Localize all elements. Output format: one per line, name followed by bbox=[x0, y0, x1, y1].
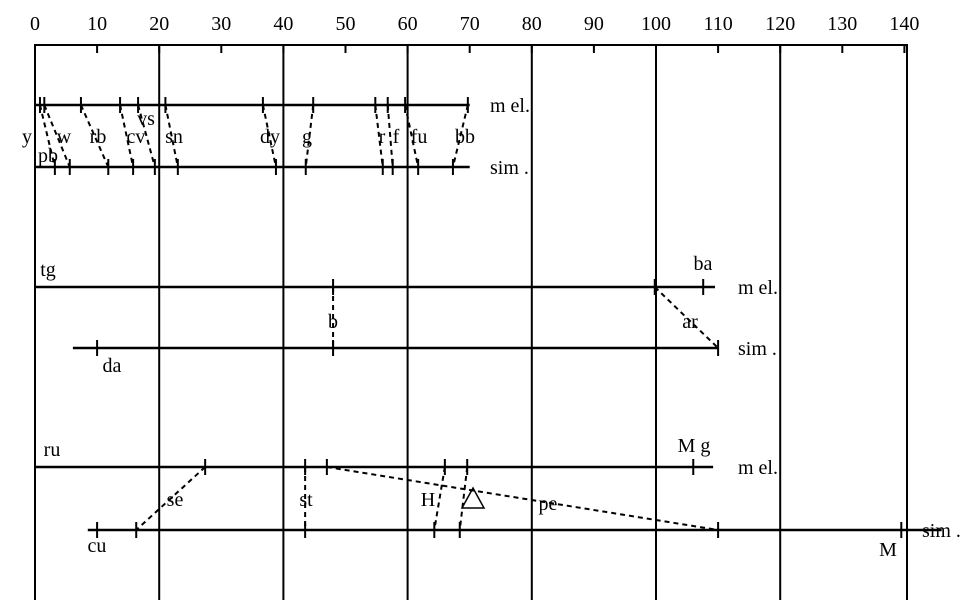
axis-tick-label: 110 bbox=[703, 13, 732, 35]
homology-connector bbox=[433, 466, 446, 531]
locus-label: M bbox=[879, 539, 897, 561]
homology-connector bbox=[261, 104, 277, 168]
sim-label: sim . bbox=[490, 157, 529, 179]
axis-tick-label: 60 bbox=[398, 13, 418, 35]
chromosome-2: m el. sim . tg da b ar ba bbox=[35, 253, 778, 377]
homology-connector bbox=[386, 104, 394, 168]
locus-label: pe bbox=[539, 493, 558, 515]
homology-connector bbox=[119, 104, 135, 168]
mel-label: m el. bbox=[738, 277, 778, 299]
locus-label: ba bbox=[694, 253, 713, 275]
axis-tick-label: 30 bbox=[211, 13, 231, 35]
axis-tick-label: 20 bbox=[149, 13, 169, 35]
locus-label: r bbox=[379, 126, 386, 148]
axis-tick-label: 90 bbox=[584, 13, 604, 35]
mel-label: m el. bbox=[490, 95, 530, 117]
locus-label: tg bbox=[40, 259, 56, 281]
homology-connector bbox=[135, 466, 206, 531]
chromosome-3: m el. sim . ru cu se st pe H M g M bbox=[35, 435, 961, 561]
axis-tick-label: 10 bbox=[87, 13, 107, 35]
top-axis: 0 10 20 30 40 50 60 70 80 90 100 110 120 130 140 bbox=[30, 13, 919, 53]
homology-connector bbox=[304, 104, 315, 168]
locus-label: w bbox=[57, 126, 72, 148]
locus-label: vs bbox=[137, 108, 155, 130]
locus-label: g bbox=[302, 126, 312, 148]
homology-connector bbox=[654, 286, 719, 349]
mel-label: m el. bbox=[738, 457, 778, 479]
locus-label: rb bbox=[90, 126, 107, 148]
locus-label: cv bbox=[127, 126, 146, 148]
homology-connector bbox=[458, 466, 469, 531]
locus-label: f bbox=[393, 126, 400, 148]
locus-label: sn bbox=[165, 126, 183, 148]
locus-label: cu bbox=[88, 535, 107, 557]
axis-tick-label: 100 bbox=[641, 13, 671, 35]
sim-label: sim . bbox=[738, 338, 777, 360]
locus-label: b bbox=[328, 311, 338, 333]
homology-connector bbox=[374, 104, 384, 168]
locus-label: pb bbox=[38, 145, 58, 167]
axis-tick-label: 130 bbox=[827, 13, 857, 35]
axis-tick-label: 50 bbox=[336, 13, 356, 35]
gridlines bbox=[158, 45, 782, 600]
axis-tick-label: 40 bbox=[273, 13, 293, 35]
locus-label: fu bbox=[411, 126, 428, 148]
locus-label: H bbox=[421, 489, 435, 511]
axis-tick-label: 120 bbox=[765, 13, 795, 35]
homology-connector bbox=[164, 104, 179, 168]
homology-connector bbox=[137, 104, 156, 168]
homology-connector bbox=[326, 466, 719, 531]
axis-tick-label: 70 bbox=[460, 13, 480, 35]
homology-connector bbox=[404, 104, 420, 168]
locus-label: y bbox=[22, 126, 32, 148]
homology-connector bbox=[80, 104, 110, 168]
axis-tick-label: 140 bbox=[889, 13, 919, 35]
axis-tick-label: 80 bbox=[522, 13, 542, 35]
axis-tick-label: 0 bbox=[30, 13, 40, 35]
locus-label: se bbox=[167, 489, 184, 511]
frame bbox=[34, 44, 908, 600]
locus-label: dy bbox=[260, 126, 280, 148]
locus-label: ar bbox=[682, 311, 698, 333]
locus-label: da bbox=[103, 355, 122, 377]
locus-label: ru bbox=[44, 439, 61, 461]
sim-label: sim . bbox=[922, 520, 961, 542]
homology-connector bbox=[38, 104, 56, 168]
locus-label: bb bbox=[455, 126, 475, 148]
locus-label: M g bbox=[678, 435, 711, 457]
locus-label: st bbox=[299, 489, 313, 511]
homology-connector bbox=[43, 104, 71, 168]
homology-connector bbox=[451, 104, 469, 168]
triangle-locus-icon bbox=[460, 486, 486, 509]
